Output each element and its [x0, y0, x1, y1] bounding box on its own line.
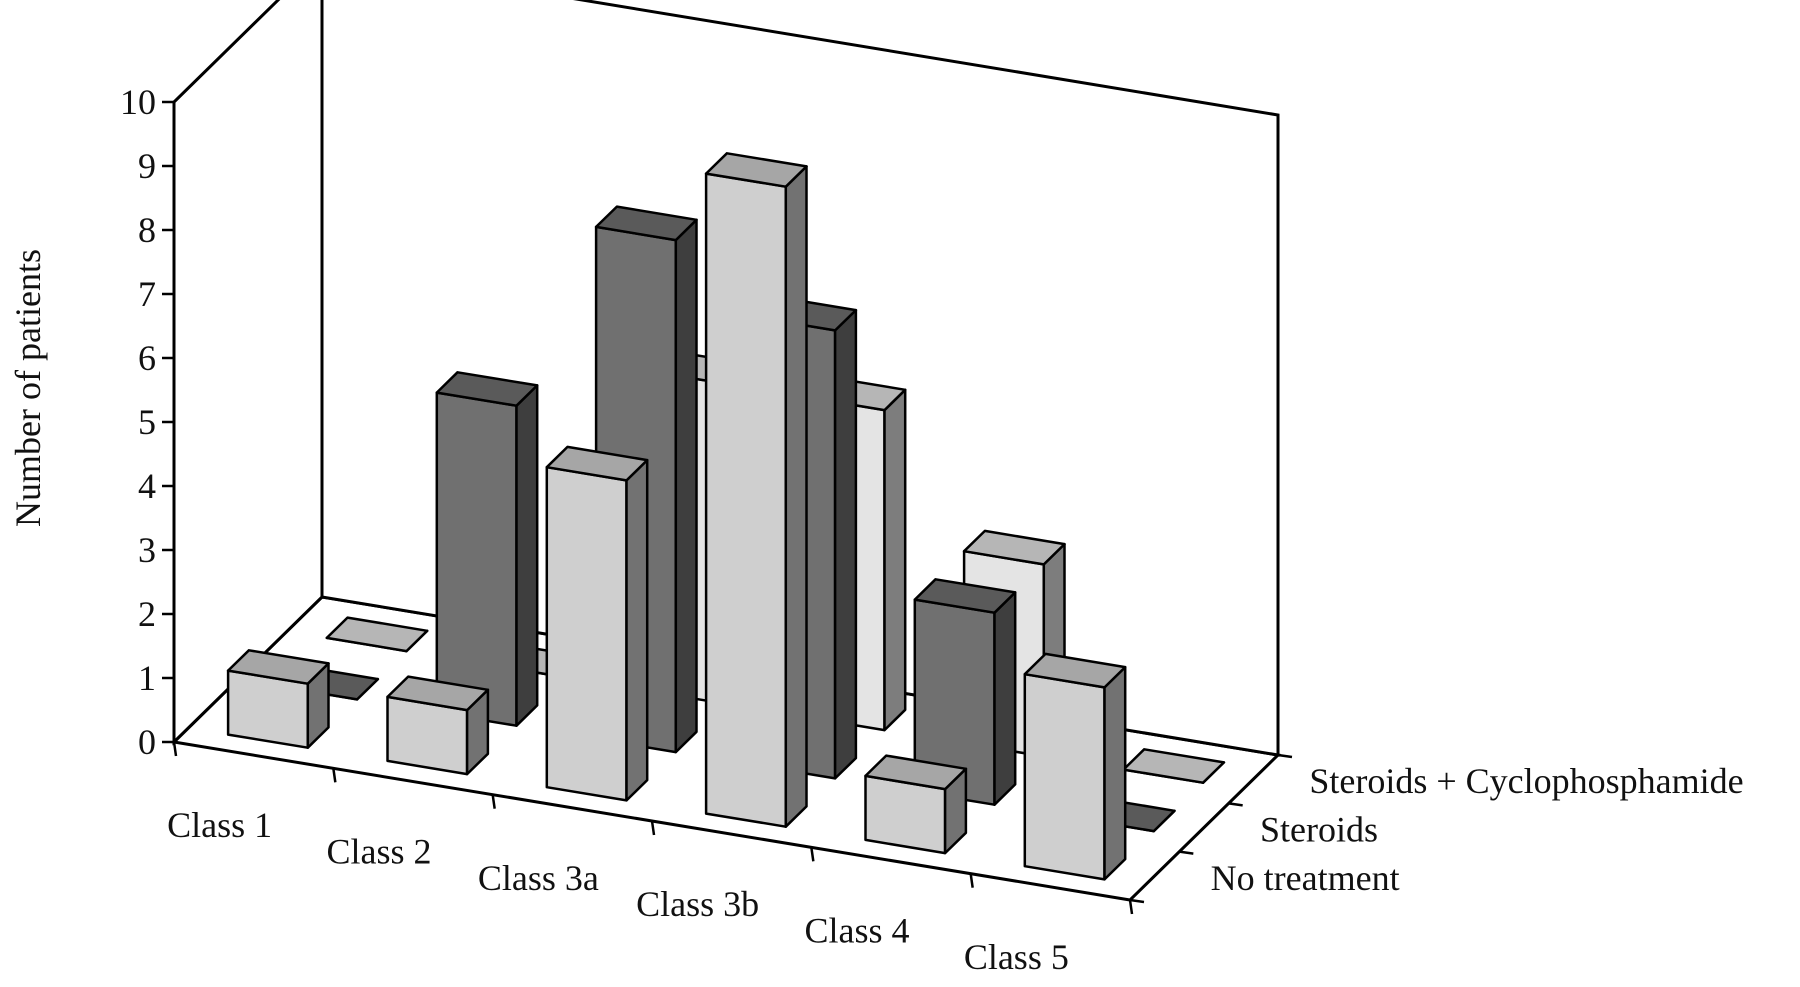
bar-top	[386, 675, 490, 712]
bar-top	[962, 529, 1066, 566]
y-tick-label: 8	[138, 210, 156, 250]
series-label: No treatment	[1211, 858, 1400, 898]
bar-side	[515, 384, 539, 727]
bar-top	[325, 616, 429, 653]
y-tick-label: 6	[138, 338, 156, 378]
bar-top	[435, 371, 539, 407]
y-axis-label: Number of patients	[8, 249, 48, 527]
chart-bars	[226, 152, 1226, 881]
bar-top	[1023, 652, 1127, 689]
bar-1-1	[226, 649, 330, 749]
bar-top	[545, 445, 649, 482]
x-tick-label: Class 3a	[478, 858, 599, 898]
bar-3-6	[1122, 748, 1226, 784]
x-tick	[172, 741, 178, 757]
chart-labels: 0 1 2 3 4 5 6 7 8 9 10 Class 1 Class 2 Class 3a Class …	[120, 82, 1744, 977]
y-tick-label: 2	[138, 594, 156, 634]
bar-side	[674, 218, 698, 754]
y-tick-label: 10	[120, 82, 156, 122]
bar-side	[883, 388, 907, 732]
x-tick-label: Class 4	[804, 911, 909, 951]
bar-front	[435, 391, 518, 727]
depth-tick	[1228, 802, 1243, 807]
y-tick-label: 9	[138, 146, 156, 186]
x-tick-label: Class 1	[167, 805, 272, 845]
y-tick-label: 0	[138, 722, 156, 762]
bar-side	[625, 458, 649, 802]
y-tick-label: 4	[138, 466, 156, 506]
bar-1-2	[386, 675, 490, 776]
y-tick-label: 7	[138, 274, 156, 314]
bar-top	[864, 754, 968, 791]
x-tick	[1128, 899, 1134, 915]
x-tick	[332, 768, 337, 783]
depth-tick	[1129, 898, 1145, 904]
bar-side	[784, 165, 808, 828]
x-tick	[969, 873, 974, 888]
x-tick	[650, 820, 656, 836]
bar-top	[913, 578, 1017, 614]
bar-top	[704, 152, 808, 188]
bar-2-5	[913, 578, 1017, 806]
bar-top	[594, 205, 698, 242]
x-tick	[491, 794, 496, 809]
bar-top	[226, 649, 330, 685]
bar-side	[833, 308, 858, 780]
bar-3-1	[325, 616, 429, 653]
bar-1-3	[545, 445, 649, 802]
x-tick-label: Class 5	[964, 937, 1069, 977]
bar-side	[993, 591, 1017, 806]
depth-tick	[1277, 753, 1293, 759]
bar-2-2	[435, 371, 539, 727]
series-label: Steroids + Cyclophosphamide	[1309, 761, 1743, 801]
y-tick-label: 5	[138, 402, 156, 442]
chart-axes	[162, 100, 1293, 915]
bar-front	[1023, 672, 1106, 881]
bar-1-6	[1023, 652, 1127, 881]
bar-1-5	[864, 754, 968, 855]
x-tick-label: Class 2	[326, 832, 431, 872]
bar-1-4	[704, 152, 808, 828]
bar-front	[545, 465, 628, 802]
bar-top	[1122, 748, 1226, 784]
y-tick-label: 1	[138, 658, 156, 698]
bar-side	[1103, 665, 1127, 881]
depth-tick	[1179, 850, 1194, 855]
x-tick-label: Class 3b	[636, 884, 759, 924]
y-tick-label: 3	[138, 530, 156, 570]
x-tick	[810, 847, 815, 862]
series-label: Steroids	[1260, 810, 1378, 850]
chart-left-wall	[172, 0, 324, 746]
bar-front	[704, 172, 788, 828]
